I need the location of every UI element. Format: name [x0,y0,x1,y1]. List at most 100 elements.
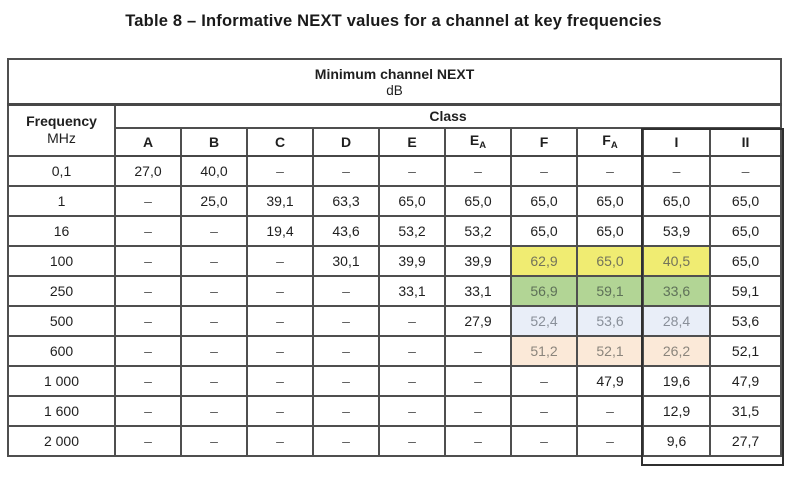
frequency-cell: 1 600 [7,394,116,427]
value-cell: – [114,424,182,457]
value-cell: – [180,244,248,277]
value-cell: 53,6 [708,304,783,337]
value-cell: – [378,304,446,337]
value-cell: – [180,424,248,457]
value-cell: – [114,274,182,307]
value-cell: 65,0 [642,184,711,217]
value-cell: 19,6 [642,364,711,397]
table-header-unit: dB [386,82,403,98]
table-row-100: 100– – –30,1 39,9 39,9 62,9 65,0 40,5 65,0 [7,244,783,277]
value-cell: – [378,364,446,397]
value-cell: – [246,364,314,397]
value-cell: – [510,154,578,187]
frequency-label: Frequency [26,113,97,130]
column-header-class-A: A [114,126,182,157]
frequency-cell: 600 [7,334,116,367]
value-cell: 65,0 [378,184,446,217]
frequency-column-header: Frequency MHz [7,103,116,157]
table-row-600: 600– – – – – –51,2 52,1 26,2 52,1 [7,334,783,367]
table-caption: Table 8 – Informative NEXT values for a … [125,12,662,30]
value-cell-highlighted-yellow: 40,5 [642,244,711,277]
value-cell: – [180,304,248,337]
value-cell-highlighted-green: 33,6 [642,274,711,307]
value-cell: 27,9 [444,304,512,337]
value-cell: – [510,424,578,457]
frequency-cell: 1 [7,184,116,217]
value-cell: 53,2 [444,214,512,247]
value-cell: – [576,394,644,427]
next-values-table: Minimum channel NEXT dB Frequency MHz Cl… [6,58,783,457]
frequency-unit-label: MHz [47,130,76,147]
value-cell: – [444,394,512,427]
value-cell: 65,0 [576,184,644,217]
frequency-cell: 250 [7,274,116,307]
value-cell: – [114,244,182,277]
value-cell: 33,1 [378,274,446,307]
value-cell-highlighted-green: 56,9 [510,274,578,307]
value-cell: 65,0 [708,184,783,217]
value-cell: – [180,274,248,307]
value-cell: – [246,244,314,277]
value-cell: 65,0 [576,214,644,247]
frequency-cell: 0,1 [7,154,116,187]
value-cell: – [180,364,248,397]
value-cell: – [312,424,380,457]
value-cell: 52,1 [708,334,783,367]
value-cell: – [246,274,314,307]
value-cell-highlighted-peach: 52,1 [576,334,644,367]
value-cell: – [246,424,314,457]
value-cell: 65,0 [708,214,783,247]
frequency-cell: 1 000 [7,364,116,397]
frequency-cell: 16 [7,214,116,247]
value-cell: – [444,154,512,187]
value-cell: – [708,154,783,187]
value-cell: 30,1 [312,244,380,277]
column-header-subscript: A [479,140,487,151]
value-cell: – [378,424,446,457]
frequency-cell: 100 [7,244,116,277]
value-cell: 59,1 [708,274,783,307]
value-cell: – [114,304,182,337]
value-cell: – [642,154,711,187]
table-row-1_000: 1 000– – – – – – –47,9 19,6 47,9 [7,364,783,397]
value-cell: 12,9 [642,394,711,427]
table-row-250: 250– – – –33,1 33,1 56,9 59,1 33,6 59,1 [7,274,783,307]
table-row-1: 1–25,0 39,1 63,3 65,0 65,0 65,0 65,0 65,0 65,0 [7,184,783,217]
value-cell: 39,9 [444,244,512,277]
value-cell: – [246,334,314,367]
value-cell: – [378,334,446,367]
column-header-class-II: II [708,126,783,157]
value-cell: – [246,304,314,337]
value-cell: 25,0 [180,184,248,217]
class-header-row: Frequency MHz Class [7,103,783,157]
value-cell: 27,0 [114,154,182,187]
column-header-class-C: C [246,126,314,157]
table-header-cell: Minimum channel NEXT dB [6,58,783,106]
frequency-cell: 500 [7,304,116,337]
table-row-16: 16– –19,4 43,6 53,2 53,2 65,0 65,0 53,9 65,0 [7,214,783,247]
column-header-class-F: F [510,126,578,157]
value-cell-highlighted-blue: 52,4 [510,304,578,337]
table-row-1_600: 1 600– – – – – – – –12,9 31,5 [7,394,783,427]
value-cell: – [576,424,644,457]
value-cell: 47,9 [576,364,644,397]
value-cell: – [312,364,380,397]
value-cell: – [378,394,446,427]
value-cell: 39,9 [378,244,446,277]
column-header-class-FA: FA [576,126,644,157]
value-cell: – [180,334,248,367]
column-header-class-EA: EA [444,126,512,157]
value-cell-highlighted-yellow: 62,9 [510,244,578,277]
value-cell: 47,9 [708,364,783,397]
value-cell: – [510,364,578,397]
value-cell: – [444,334,512,367]
class-header: Class [113,103,783,129]
value-cell: 65,0 [708,244,783,277]
value-cell: 19,4 [246,214,314,247]
value-cell: – [312,394,380,427]
table-row-500: 500– – – – –27,9 52,4 53,6 28,4 53,6 [7,304,783,337]
table-header-row: Minimum channel NEXT dB [6,58,783,106]
value-cell: 27,7 [708,424,783,457]
column-header-class-E: E [378,126,446,157]
